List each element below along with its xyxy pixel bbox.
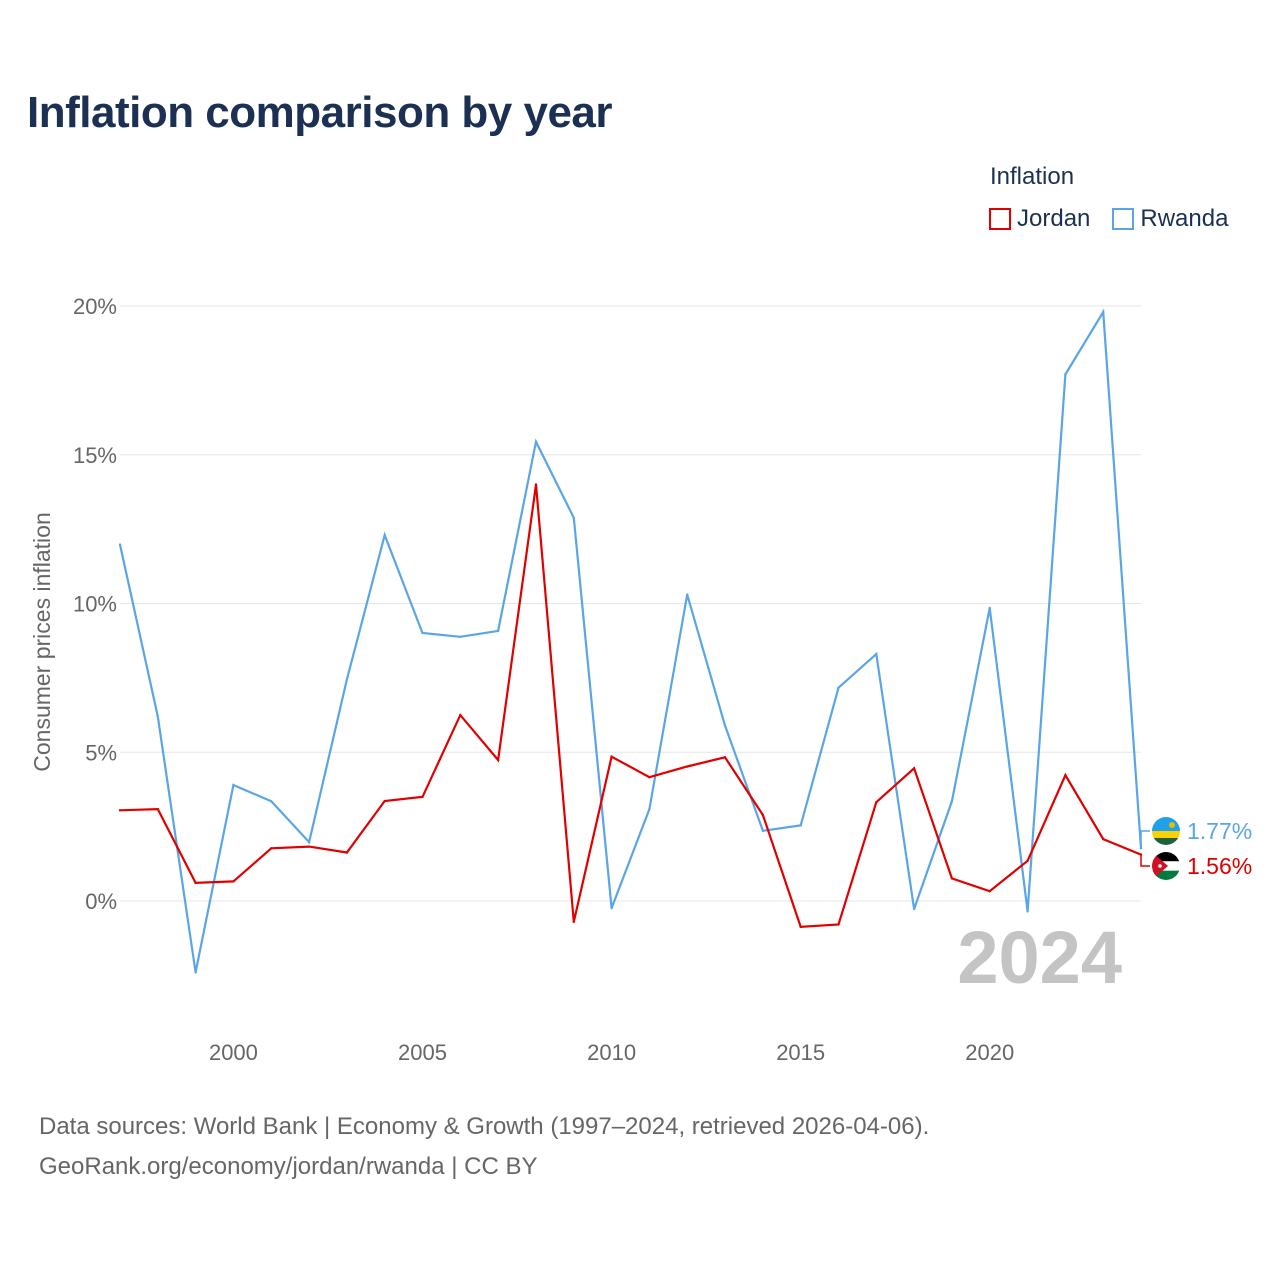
data-point-rwanda (723, 724, 727, 727)
data-point-jordan (383, 799, 386, 803)
end-connector-rwanda (1140, 830, 1150, 849)
x-tick-label: 2020 (965, 1040, 1014, 1065)
data-point-rwanda (988, 606, 991, 610)
end-label-rwanda: 1.77% (1187, 818, 1252, 844)
data-point-rwanda (345, 678, 349, 681)
data-point-rwanda (194, 971, 197, 974)
data-point-rwanda (799, 824, 802, 827)
footer-sources: Data sources: World Bank | Economy & Gro… (39, 1113, 930, 1140)
x-tick-label: 2015 (776, 1040, 825, 1065)
data-point-rwanda (610, 906, 613, 910)
data-point-jordan (496, 758, 500, 762)
data-point-jordan (572, 920, 575, 924)
legend-item-rwanda[interactable]: Rwanda (1112, 205, 1228, 233)
data-point-jordan (950, 877, 954, 880)
y-tick-label: 15% (73, 443, 117, 468)
data-point-jordan (988, 889, 991, 893)
y-tick-label: 5% (85, 740, 117, 765)
data-point-jordan (799, 925, 802, 929)
jordan-flag-icon (1152, 852, 1180, 880)
legend-title: Inflation (990, 163, 1075, 190)
end-connector-jordan (1140, 854, 1150, 867)
data-point-rwanda (156, 715, 160, 718)
data-point-jordan (194, 881, 197, 885)
data-point-rwanda (875, 652, 878, 656)
data-point-jordan (1064, 773, 1067, 777)
data-point-jordan (345, 851, 349, 854)
data-point-jordan (912, 767, 916, 770)
data-point-rwanda (383, 533, 386, 537)
rwanda-flag-icon (1152, 817, 1180, 845)
data-point-jordan (723, 756, 727, 759)
data-point-rwanda (1101, 310, 1105, 314)
data-point-rwanda (912, 907, 916, 911)
series-line-rwanda (118, 308, 1143, 973)
data-point-rwanda (950, 800, 954, 803)
data-point-rwanda (270, 800, 273, 803)
y-tick-label: 0% (85, 889, 117, 914)
end-label-jordan: 1.56% (1187, 853, 1252, 879)
legend: Jordan Rwanda (989, 205, 1228, 233)
data-point-jordan (270, 847, 273, 850)
legend-label-jordan: Jordan (1017, 205, 1091, 232)
x-tick-label: 2000 (209, 1040, 258, 1065)
data-point-rwanda (572, 516, 575, 520)
data-point-rwanda (118, 543, 122, 546)
data-point-rwanda (307, 840, 311, 844)
x-tick-label: 2010 (587, 1040, 636, 1065)
data-point-rwanda (761, 829, 765, 832)
legend-label-rwanda: Rwanda (1140, 205, 1229, 232)
year-watermark: 2024 (957, 916, 1122, 999)
data-point-jordan (156, 807, 160, 811)
data-point-rwanda (459, 635, 462, 639)
chart-title: Inflation comparison by year (27, 88, 613, 137)
data-point-rwanda (648, 807, 651, 811)
data-point-jordan (610, 755, 613, 758)
data-point-rwanda (232, 783, 235, 787)
x-tick-label: 2005 (398, 1040, 447, 1065)
data-point-jordan (307, 845, 311, 848)
data-point-jordan (421, 795, 424, 799)
legend-item-jordan[interactable]: Jordan (989, 205, 1090, 233)
data-point-rwanda (686, 593, 689, 596)
data-point-rwanda (837, 686, 840, 689)
legend-swatch-rwanda (1112, 208, 1135, 230)
data-point-jordan (534, 483, 538, 486)
footer-link[interactable]: GeoRank.org/economy/jordan/rwanda | CC B… (39, 1153, 538, 1180)
data-point-jordan (686, 765, 689, 768)
series-line-jordan (119, 484, 1142, 929)
data-point-jordan (648, 776, 651, 779)
legend-swatch-jordan (989, 208, 1011, 230)
data-point-rwanda (421, 631, 424, 635)
data-point-jordan (1101, 837, 1105, 841)
data-point-jordan (459, 713, 462, 717)
data-point-jordan (875, 801, 878, 804)
data-point-jordan (837, 923, 840, 926)
y-tick-label: 10% (73, 592, 117, 617)
data-point-rwanda (534, 440, 538, 443)
y-tick-label: 20% (73, 294, 117, 319)
data-point-rwanda (1064, 373, 1067, 376)
y-axis-label: Consumer prices inflation (29, 512, 55, 772)
data-point-rwanda (496, 629, 500, 633)
footer: Data sources: World Bank | Economy & Gro… (39, 1107, 929, 1187)
data-point-jordan (1026, 859, 1029, 863)
data-point-jordan (232, 880, 235, 883)
data-point-rwanda (1026, 910, 1029, 913)
data-point-jordan (761, 813, 765, 817)
data-point-jordan (118, 809, 122, 812)
